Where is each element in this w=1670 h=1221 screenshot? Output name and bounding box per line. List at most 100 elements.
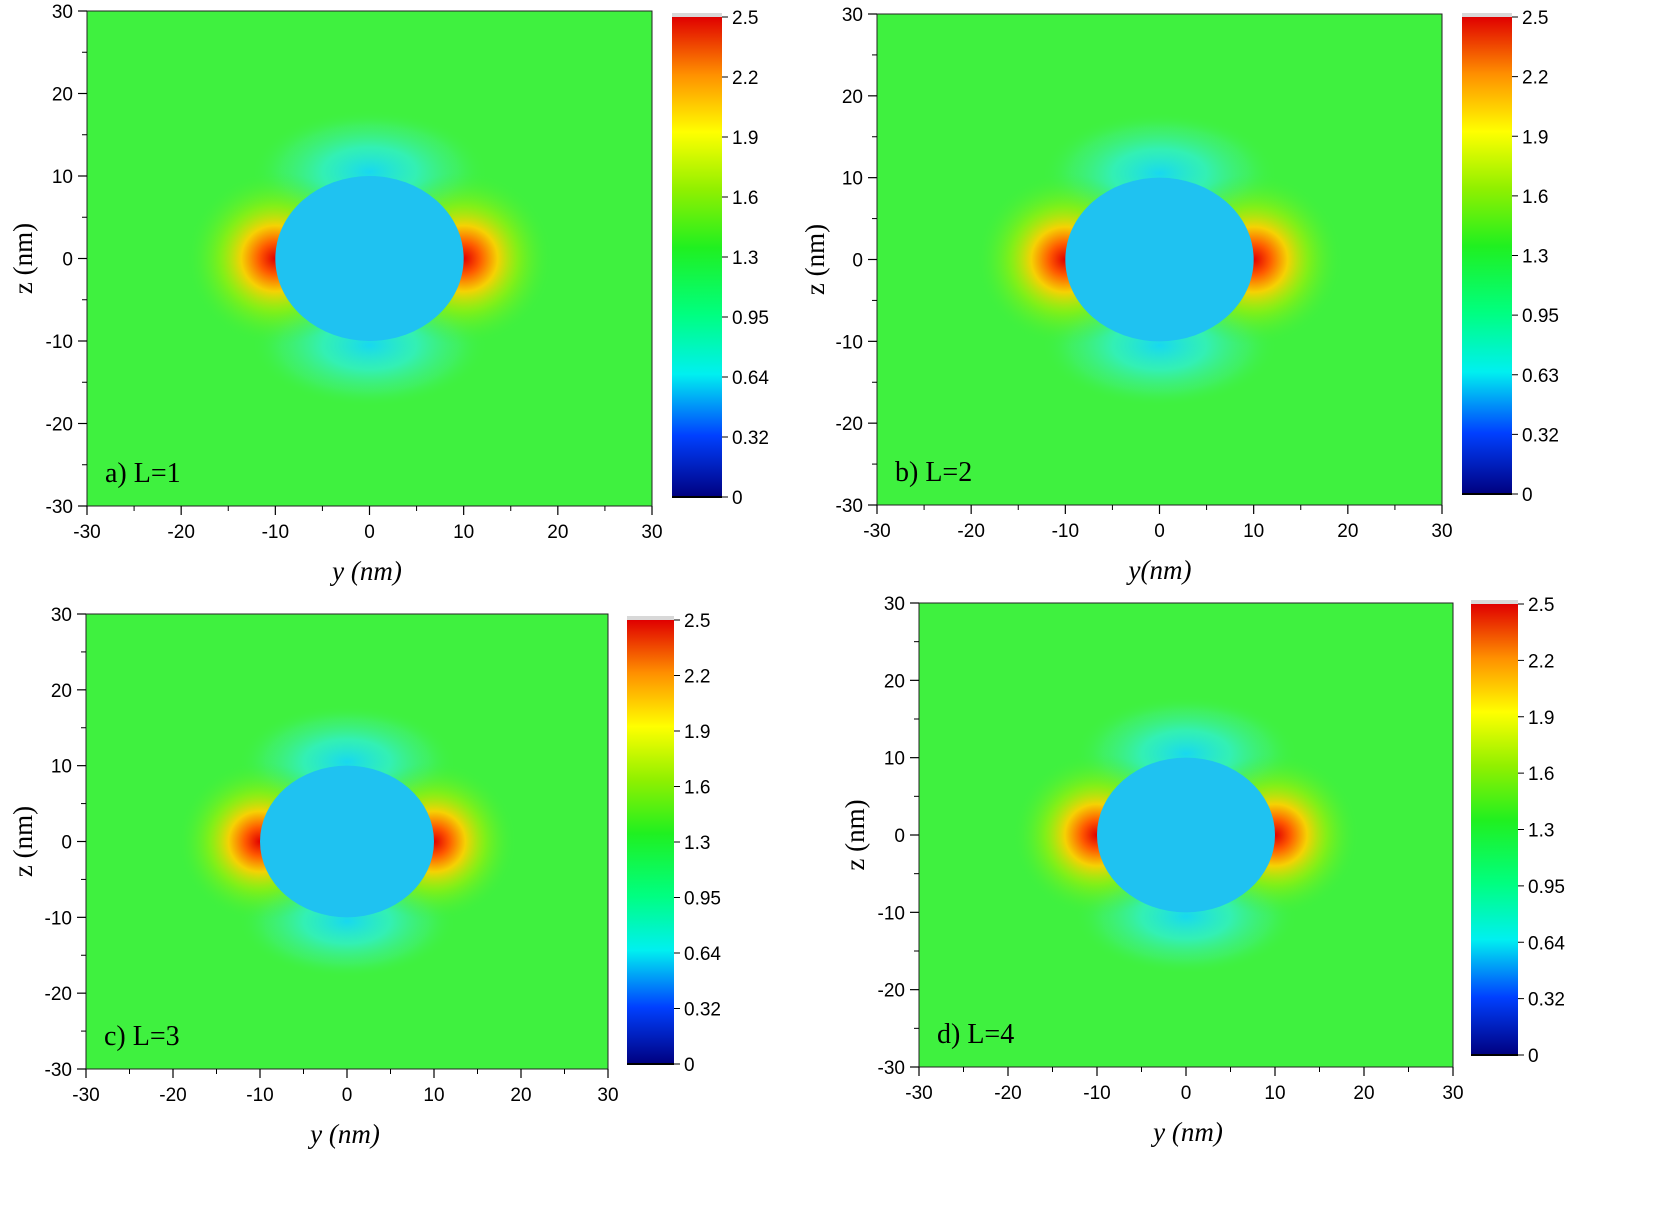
colorbar-tick-label: 1.9 xyxy=(732,128,758,149)
colorbar-tick-label: 0.95 xyxy=(684,889,721,910)
y-tick-label: 30 xyxy=(51,605,72,626)
colorbar-tick-label: 2.5 xyxy=(1528,595,1554,616)
colorbar-tick-label: 0.95 xyxy=(732,308,769,329)
x-tick-label: -20 xyxy=(167,522,194,543)
y-tick-label: 0 xyxy=(894,826,905,847)
colorbar-tick-label: 2.2 xyxy=(1522,68,1548,89)
y-tick-label: -10 xyxy=(46,332,73,353)
axes: -30 -20 -10 0 10 20 30 30 20 10 0 -10 -20 -30 xyxy=(45,605,619,1106)
colorbar-tick-label: 0.64 xyxy=(732,368,769,389)
y-tick-label: 20 xyxy=(884,671,905,692)
panel-label: d) L=4 xyxy=(937,1019,1014,1050)
y-axis-title: z (nm) xyxy=(8,223,38,294)
x-tick-label: -30 xyxy=(863,521,890,542)
x-tick-label: -20 xyxy=(957,521,984,542)
plot-area xyxy=(86,614,608,1069)
colorbar-tick-label: 2.2 xyxy=(1528,651,1554,672)
colorbar-overflow-cap xyxy=(627,616,674,620)
x-tick-label: -30 xyxy=(73,522,100,543)
colorbar-tick-label: 0.63 xyxy=(1522,366,1559,387)
x-tick-label: 10 xyxy=(453,522,474,543)
panel-label: a) L=1 xyxy=(105,458,181,489)
colorbar-tick-label: 1.9 xyxy=(1522,127,1548,148)
colorbar-tick-label: 0.32 xyxy=(1528,990,1565,1011)
colorbar-tick-label: 0.32 xyxy=(1522,425,1559,446)
x-axis-title: y (nm) xyxy=(1150,1117,1223,1147)
x-tick-label: 20 xyxy=(1337,521,1358,542)
y-tick-label: -20 xyxy=(46,415,73,436)
y-tick-label: 30 xyxy=(884,594,905,615)
x-tick-label: 10 xyxy=(423,1085,444,1106)
x-tick-label: -10 xyxy=(262,522,289,543)
x-tick-label: 10 xyxy=(1243,521,1264,542)
colorbar-tick-label: 1.3 xyxy=(732,248,758,269)
colorbar-tick-label: 1.3 xyxy=(684,833,710,854)
colorbar-gradient xyxy=(672,17,722,497)
y-tick-label: -10 xyxy=(836,332,863,353)
colorbar-tick-label: 0 xyxy=(1522,485,1533,506)
x-tick-label: 10 xyxy=(1264,1083,1285,1104)
x-tick-label: 30 xyxy=(597,1085,618,1106)
x-tick-label: -20 xyxy=(994,1083,1021,1104)
y-tick-label: -30 xyxy=(45,1060,72,1081)
y-axis-title: z (nm) xyxy=(8,806,38,877)
colorbar-tick-label: 2.5 xyxy=(1522,8,1548,29)
colorbar: 2.5 2.2 1.9 1.6 1.3 0.95 0.64 0.32 0 xyxy=(672,8,769,509)
y-tick-label: 30 xyxy=(842,5,863,26)
y-tick-label: 20 xyxy=(52,85,73,106)
x-tick-label: 30 xyxy=(1431,521,1452,542)
colorbar-tick-label: 2.5 xyxy=(732,8,758,29)
colorbar-tick-label: 0.64 xyxy=(1528,933,1565,954)
colorbar-tick-label: 0 xyxy=(684,1055,695,1076)
colorbar-gradient xyxy=(1462,17,1512,494)
x-tick-label: 20 xyxy=(547,522,568,543)
colorbar-tick-label: 0.32 xyxy=(732,428,769,449)
colorbar-tick-label: 2.5 xyxy=(684,611,710,632)
y-tick-label: 0 xyxy=(61,833,72,854)
axes: -30 -20 -10 0 10 20 30 30 20 10 0 -10 -20 -30 xyxy=(878,594,1464,1104)
colorbar-tick-label: 1.9 xyxy=(1528,708,1554,729)
colorbar: 2.5 2.2 1.9 1.6 1.3 0.95 0.64 0.32 0 xyxy=(1471,595,1565,1067)
particle xyxy=(1065,177,1254,342)
y-tick-label: 20 xyxy=(51,681,72,702)
plot-area xyxy=(877,14,1442,505)
colorbar-tick-label: 1.6 xyxy=(1528,764,1554,785)
y-axis-title: z (nm) xyxy=(840,799,870,870)
y-tick-label: 0 xyxy=(62,250,73,271)
plot-area xyxy=(87,11,652,506)
colorbar-tick-label: 1.3 xyxy=(1528,821,1554,842)
x-tick-label: -30 xyxy=(72,1085,99,1106)
y-tick-label: -10 xyxy=(878,903,905,924)
y-tick-label: 10 xyxy=(842,169,863,190)
colorbar-tick-label: 0 xyxy=(1528,1046,1539,1067)
x-tick-label: -10 xyxy=(1052,521,1079,542)
colorbar-tick-label: 0.32 xyxy=(684,1000,721,1021)
x-tick-label: -10 xyxy=(246,1085,273,1106)
colorbar-tick-label: 2.2 xyxy=(684,667,710,688)
x-tick-label: 20 xyxy=(510,1085,531,1106)
colorbar-tick-label: 0 xyxy=(732,488,743,509)
colorbar-tick-label: 1.6 xyxy=(732,188,758,209)
colorbar-overflow-cap xyxy=(672,13,722,17)
y-tick-label: -20 xyxy=(45,984,72,1005)
plot-area xyxy=(919,603,1453,1067)
colorbar-overflow-cap xyxy=(1462,13,1512,17)
x-axis-title: y(nm) xyxy=(1126,555,1192,585)
colorbar: 2.5 2.2 1.9 1.6 1.3 0.95 0.63 0.32 0 xyxy=(1462,8,1559,506)
colorbar-gradient xyxy=(627,620,674,1064)
axes: -30 -20 -10 0 10 20 30 30 20 10 0 -10 -20 -30 xyxy=(46,2,663,543)
colorbar-tick-label: 0.95 xyxy=(1522,306,1559,327)
particle xyxy=(275,176,464,341)
colorbar-tick-label: 1.9 xyxy=(684,722,710,743)
particle xyxy=(1097,757,1275,913)
colorbar-tick-label: 0.95 xyxy=(1528,877,1565,898)
colorbar-tick-label: 2.2 xyxy=(732,68,758,89)
x-tick-label: 30 xyxy=(641,522,662,543)
y-tick-label: -30 xyxy=(836,496,863,517)
y-tick-label: 0 xyxy=(852,251,863,272)
x-tick-label: 20 xyxy=(1353,1083,1374,1104)
